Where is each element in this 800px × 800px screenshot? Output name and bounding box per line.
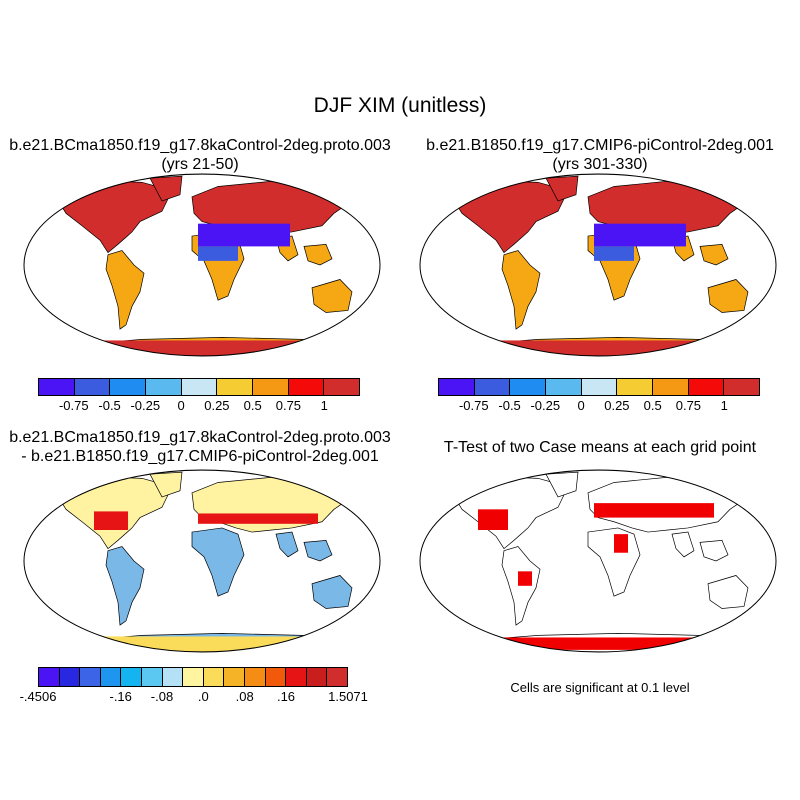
swatch [141,668,163,686]
panel-3-title: b.e21.BCma1850.f19_g17.8kaControl-2deg.p… [0,428,400,466]
swatch [288,379,325,395]
colorbar-tick: -0.5 [498,398,521,413]
panel-3-colorbar-labels: -.4506 -.16 -.08 .0 .08 .16 1.5071 [20,689,368,705]
panel-2-colorbar-labels: -0.75 -0.5 -0.25 0 0.25 0.5 0.75 1 [438,398,760,414]
colorbar-tick: 0.75 [675,398,702,413]
colorbar-tick: -0.75 [458,398,489,413]
panel-2-title: b.e21.B1850.f19_g17.CMIP6-piControl-2deg… [400,136,800,174]
panel-4-title: T-Test of two Case means at each grid po… [443,439,757,456]
swatch [244,668,266,686]
panel-1-colorbar-labels: -0.75 -0.5 -0.25 0 0.25 0.5 0.75 1 [38,398,360,414]
panel-1-title-line2: (yrs 21-50) [161,156,239,173]
panel-3-title-line1: b.e21.BCma1850.f19_g17.8kaControl-2deg.p… [9,429,391,446]
panel-4-note: Cells are significant at 0.1 level [510,680,690,695]
swatch [688,379,725,395]
panel-1-title: b.e21.BCma1850.f19_g17.8kaControl-2deg.p… [0,136,400,174]
swatch [265,668,287,686]
swatch [439,379,475,395]
colorbar-tick: 1 [720,398,728,413]
swatch [546,379,582,395]
colorbar-tick: -.4506 [19,689,57,704]
swatch [217,379,254,395]
colorbar-tick: 1.5071 [328,689,368,704]
panel-2-colorbar [438,378,760,396]
colorbar-tick: 0.25 [204,398,230,413]
colorbar-tick: 0.5 [243,398,262,413]
colorbar-tick: .08 [235,689,254,704]
swatch [253,379,289,395]
colorbar-tick: .16 [276,689,296,704]
panel-1-title-line1: b.e21.BCma1850.f19_g17.8kaControl-2deg.p… [9,137,391,154]
panel-3-map [23,469,381,653]
figure-title: DJF XIM (unitless) [313,94,487,117]
colorbar-tick: 0.75 [275,398,302,413]
swatch [617,379,654,395]
swatch [74,379,111,395]
swatch [327,668,347,686]
swatch [286,668,307,686]
colorbar-tick: -0.25 [530,398,561,413]
swatch [110,379,147,395]
swatch [724,379,760,395]
panel-2-map [419,173,777,357]
colorbar-tick: 0 [177,398,185,413]
swatch [203,668,225,686]
swatch [162,668,184,686]
colorbar-tick: 0 [577,398,585,413]
panel-3-title-line2: - b.e21.B1850.f19_g17.CMIP6-piControl-2d… [21,448,379,465]
swatch [100,668,122,686]
colorbar-tick: -0.75 [58,398,89,413]
swatch [39,379,75,395]
panel-2-title-line2: (yrs 301-330) [552,156,648,173]
swatch [510,379,547,395]
colorbar-tick: .0 [197,689,209,704]
swatch [80,668,101,686]
panel-4-map [419,469,777,653]
swatch [224,668,245,686]
swatch [183,668,204,686]
colorbar-tick: -0.25 [130,398,161,413]
colorbar-tick: -.08 [150,689,174,704]
colorbar-tick: 1 [320,398,328,413]
colorbar-tick: -.16 [109,689,132,704]
panel-2-title-line1: b.e21.B1850.f19_g17.CMIP6-piControl-2deg… [426,137,774,154]
swatch [306,668,328,686]
swatch [581,379,618,395]
swatch [59,668,81,686]
panel-3-colorbar [38,667,348,687]
colorbar-tick: -0.5 [98,398,121,413]
swatch [324,379,360,395]
swatch [181,379,218,395]
swatch [39,668,60,686]
colorbar-tick: 0.25 [604,398,630,413]
panel-1-map [23,173,381,357]
panel-1-colorbar [38,378,360,396]
swatch [121,668,142,686]
swatch [146,379,182,395]
swatch [474,379,511,395]
colorbar-tick: 0.5 [643,398,662,413]
swatch [653,379,689,395]
